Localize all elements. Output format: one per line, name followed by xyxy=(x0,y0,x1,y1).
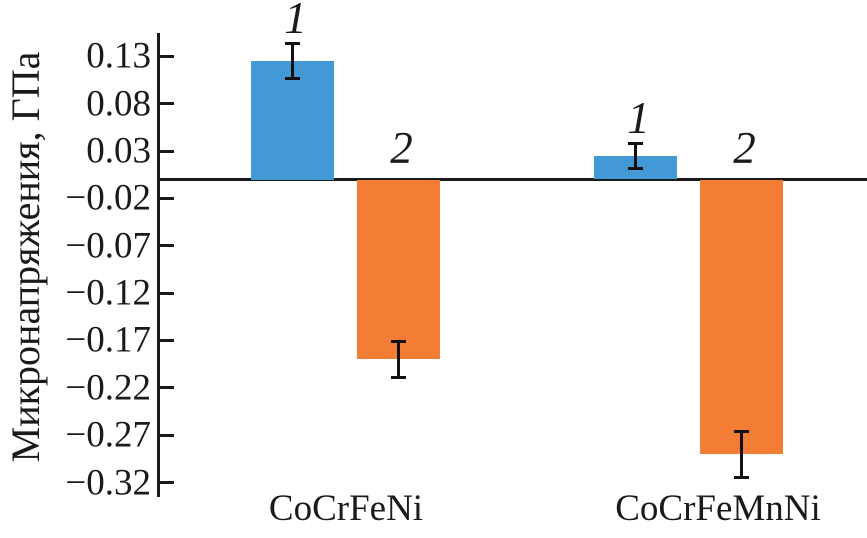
y-tick-label: −0.17 xyxy=(65,319,151,361)
error-bar xyxy=(740,429,743,479)
bar-CoCrFeNi-series-2 xyxy=(357,179,440,360)
category-label-CoCrFeMnNi: CoCrFeMnNi xyxy=(615,488,821,529)
error-bar-cap xyxy=(391,376,406,380)
y-tick-label: −0.22 xyxy=(65,367,151,409)
series-label-1: 1 xyxy=(627,92,650,143)
category-label-CoCrFeNi: CoCrFeNi xyxy=(268,488,424,529)
bar-CoCrFeMnNi-series-2 xyxy=(700,179,783,455)
y-tick xyxy=(160,433,174,437)
y-tick-label: 0.03 xyxy=(86,130,151,172)
error-bar xyxy=(634,141,637,171)
series-label-2: 2 xyxy=(390,122,413,173)
error-bar xyxy=(397,339,400,380)
y-tick-label: −0.32 xyxy=(65,462,151,504)
y-tick xyxy=(160,196,174,200)
y-tick-label: −0.27 xyxy=(65,414,151,456)
error-bar-cap xyxy=(391,339,406,343)
error-bar xyxy=(291,42,294,81)
y-tick xyxy=(160,244,174,248)
y-tick xyxy=(160,291,174,295)
y-tick xyxy=(160,338,174,342)
bar-CoCrFeNi-series-1 xyxy=(251,61,334,180)
series-label-2: 2 xyxy=(733,122,756,173)
zero-baseline-line xyxy=(157,178,867,181)
y-tick xyxy=(160,102,174,106)
y-tick-label: 0.13 xyxy=(86,35,151,77)
y-tick-label: 0.08 xyxy=(86,83,151,125)
error-bar-cap xyxy=(628,141,643,145)
y-axis-title: Микронапряжения, ГПа xyxy=(3,51,48,463)
y-tick-label: −0.07 xyxy=(65,225,151,267)
error-bar-cap xyxy=(734,429,749,433)
error-bar-cap xyxy=(285,77,300,81)
y-axis-line xyxy=(157,33,160,497)
y-tick-label: −0.02 xyxy=(65,177,151,219)
y-tick-label: −0.12 xyxy=(65,272,151,314)
error-bar-cap xyxy=(734,475,749,479)
y-tick xyxy=(160,54,174,58)
y-tick xyxy=(160,481,174,485)
error-bar-cap xyxy=(628,167,643,171)
series-label-1: 1 xyxy=(284,0,307,44)
y-tick xyxy=(160,149,174,153)
y-tick xyxy=(160,386,174,390)
error-bar-cap xyxy=(285,42,300,46)
